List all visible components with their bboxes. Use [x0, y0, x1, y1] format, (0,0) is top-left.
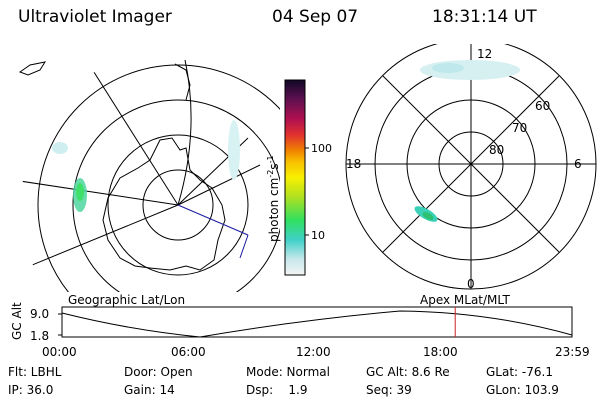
geographic-projection-label: Geographic Lat/Lon	[68, 293, 186, 307]
altitude-xtick-0000: 00:00	[42, 345, 77, 359]
colorbar-tick-100: 100	[311, 142, 332, 155]
gain-status: Gain: 14	[124, 383, 175, 397]
altitude-plot-frame	[61, 306, 573, 338]
lat-circle	[72, 99, 280, 292]
lat-circle	[107, 134, 249, 276]
colorbar-tick-10: 10	[311, 229, 325, 242]
magnetic-line	[239, 234, 249, 259]
altitude-ylabel: GC Alt	[10, 302, 24, 340]
glon-status: GLon: 103.9	[486, 383, 559, 397]
coastline	[18, 61, 47, 76]
magnetic-projection-label: Apex MLat/MLT	[420, 293, 510, 307]
filter-status: Flt: LBHL	[8, 365, 62, 379]
glat-status: GLat: -76.1	[486, 365, 553, 379]
svg-text:photon cm-2s-1: photon cm-2s-1	[266, 155, 281, 242]
altitude-xtick-0600: 06:00	[171, 345, 206, 359]
meridian-line	[79, 49, 179, 206]
seq-status: Seq: 39	[366, 383, 412, 397]
altitude-ytick-top: 9.0	[30, 307, 49, 321]
aurora-patch	[422, 212, 434, 220]
lat-label-70: 70	[512, 121, 527, 135]
coastline	[102, 137, 226, 271]
geographic-map	[18, 49, 280, 292]
gc-alt-status: GC Alt: 8.6 Re	[366, 365, 450, 379]
aurora-patch	[76, 183, 84, 201]
mlt-label-18: 18	[346, 157, 361, 171]
altitude-xtick-1800: 18:00	[423, 345, 458, 359]
altitude-curve	[61, 310, 573, 338]
mode-status: Mode: Normal	[246, 365, 330, 379]
door-status: Door: Open	[124, 365, 193, 379]
colorbar-scale	[284, 79, 306, 276]
altitude-xtick-1200: 12:00	[296, 345, 331, 359]
instrument-title: Ultraviolet Imager	[18, 7, 172, 27]
meridian-line	[21, 177, 179, 206]
mlt-label-12: 12	[477, 47, 492, 61]
lat-circle	[142, 169, 214, 241]
aurora-patch	[52, 142, 68, 154]
mlt-axis-diagonal	[382, 75, 560, 253]
meridian-line	[21, 204, 179, 271]
mlt-label-0: 0	[467, 277, 475, 291]
magnetic-line	[177, 204, 249, 236]
date-label: 04 Sep 07	[272, 7, 359, 27]
polar-plot: 12 18 6 0 60 70 80	[345, 44, 597, 291]
aurora-patch	[432, 63, 464, 73]
lat-circle	[37, 64, 280, 292]
dsp-status: Dsp: 1.9	[246, 383, 308, 397]
time-label: 18:31:14 UT	[432, 7, 537, 27]
colorbar: 100 10 photon cm-2s-1	[266, 79, 332, 276]
altitude-xtick-2359: 23:59	[555, 345, 590, 359]
meridian-line	[177, 164, 261, 206]
mlt-label-6: 6	[574, 157, 582, 171]
altitude-ytick-bottom: 1.8	[30, 329, 49, 343]
colorbar-unit-label: photon cm-2s-1	[266, 155, 281, 242]
ip-status: IP: 36.0	[8, 383, 54, 397]
altitude-plot: GC Alt 9.0 1.8 00:00 06:00 12:00 18:00 2…	[10, 302, 590, 359]
lat-label-60: 60	[535, 99, 550, 113]
aurora-patch	[228, 120, 240, 180]
lat-label-80: 80	[489, 143, 504, 157]
coastline	[174, 63, 191, 101]
